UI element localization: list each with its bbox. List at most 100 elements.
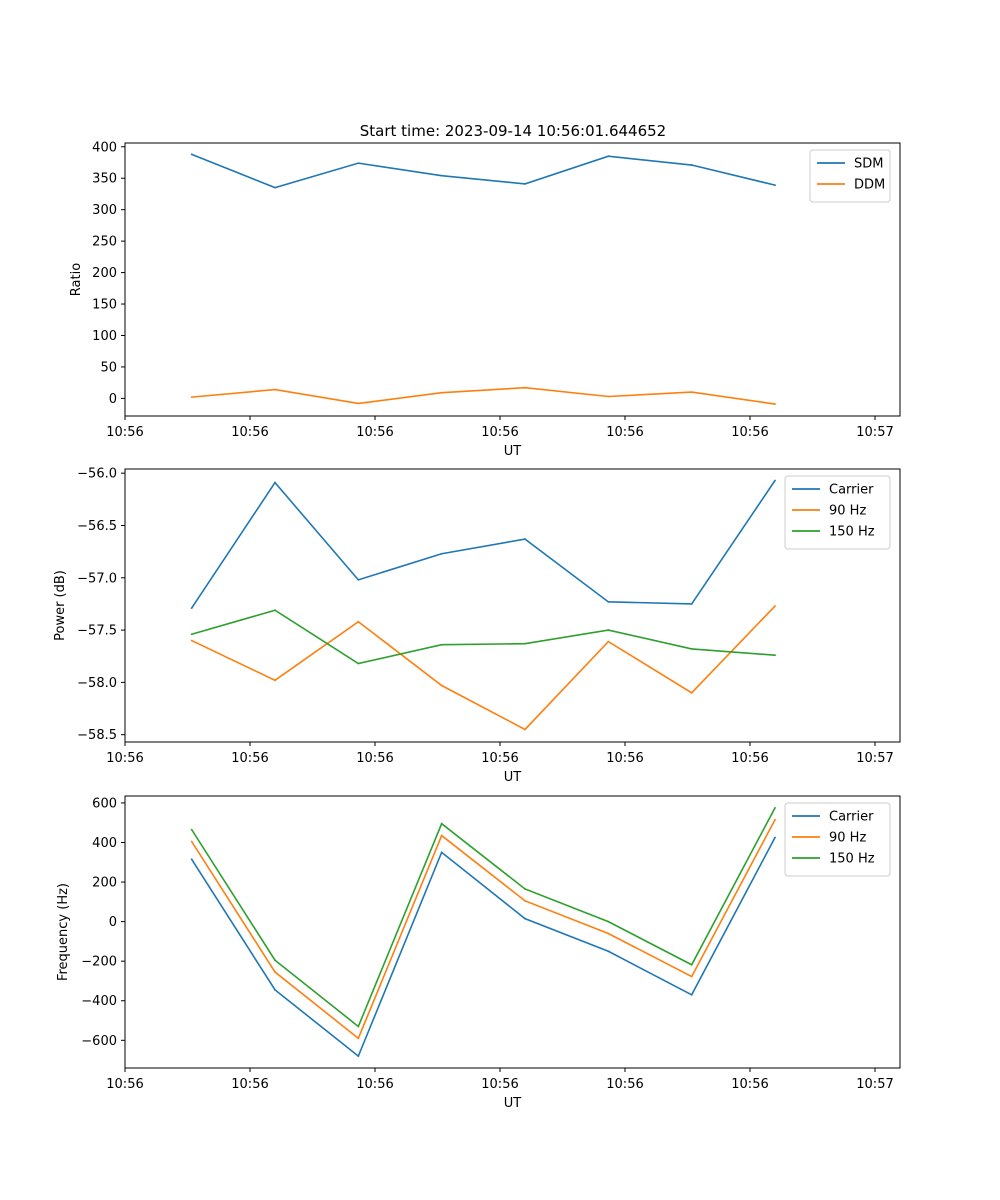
- data-point: [274, 959, 276, 962]
- x-axis-label: UT: [504, 770, 522, 785]
- x-tick-label: 10:56: [481, 425, 518, 440]
- legend-label: 150 Hz: [829, 852, 875, 867]
- data-point: [357, 1037, 360, 1040]
- x-tick-label: 10:56: [606, 1077, 643, 1092]
- legend-label: 150 Hz: [829, 525, 875, 540]
- x-tick-label: 10:56: [731, 751, 768, 766]
- y-tick-label: −58.0: [77, 676, 117, 691]
- data-point: [524, 888, 526, 890]
- y-tick-label: 200: [92, 876, 117, 891]
- x-axis-label: UT: [504, 444, 522, 459]
- data-point: [690, 391, 693, 393]
- legend-label: DDM: [854, 178, 885, 193]
- data-point: [357, 402, 360, 405]
- y-tick-label: 0: [109, 915, 117, 930]
- data-point: [607, 155, 610, 158]
- data-point: [690, 603, 693, 605]
- y-tick-label: 300: [92, 203, 117, 218]
- chart-title: Start time: 2023-09-14 10:56:01.644652: [360, 122, 666, 140]
- data-point: [524, 728, 526, 731]
- data-point: [274, 388, 276, 391]
- data-point: [607, 950, 610, 953]
- data-point: [440, 174, 443, 177]
- x-tick-label: 10:56: [356, 425, 393, 440]
- x-tick-label: 10:57: [856, 751, 893, 766]
- data-point: [190, 633, 193, 636]
- data-point: [357, 1025, 360, 1028]
- legend-label: SDM: [854, 157, 883, 172]
- y-tick-label: 400: [92, 836, 117, 851]
- data-point: [440, 552, 443, 555]
- axes-frame: [124, 795, 901, 1069]
- y-axis-label: Ratio: [69, 263, 84, 296]
- series-line-ddm: [191, 386, 776, 405]
- series-line-150-hz: [190, 807, 776, 1028]
- data-point: [774, 605, 776, 607]
- x-tick-label: 10:56: [106, 751, 143, 766]
- legend-label: Carrier: [829, 810, 874, 825]
- series-line-90-hz: [190, 819, 776, 1040]
- data-point: [774, 479, 776, 482]
- x-tick-label: 10:56: [231, 751, 268, 766]
- x-tick-label: 10:56: [231, 425, 268, 440]
- x-axis-label: UT: [504, 1096, 522, 1111]
- data-point: [440, 822, 443, 825]
- data-point: [440, 684, 443, 687]
- y-tick-label: −400: [81, 994, 117, 1009]
- data-point: [607, 395, 610, 398]
- data-point: [190, 639, 193, 642]
- data-point: [440, 834, 443, 837]
- data-point: [357, 162, 360, 165]
- data-point: [190, 840, 193, 843]
- y-tick-label: −57.0: [77, 571, 117, 586]
- data-point: [524, 642, 526, 645]
- data-point: [190, 607, 193, 610]
- frequency-panel: 10:56 10:56 10:56 10:56 10:56 10:56 10:57 −600 −…: [56, 795, 901, 1111]
- data-point: [690, 164, 693, 166]
- power-panel: 10:56 10:56 10:56 10:56 10:56 10:56 10:57 −58.5…: [53, 467, 901, 785]
- x-tick-label: 10:56: [481, 1077, 518, 1092]
- data-point: [190, 858, 193, 861]
- x-tick-label: 10:56: [481, 751, 518, 766]
- data-point: [524, 182, 526, 185]
- data-point: [274, 609, 276, 612]
- series-line-150-hz: [191, 609, 776, 665]
- data-point: [690, 648, 693, 650]
- y-tick-label: 600: [92, 796, 117, 811]
- series-line-sdm: [191, 153, 776, 189]
- data-point: [524, 538, 526, 540]
- data-point: [607, 629, 610, 631]
- y-axis-label: Power (dB): [53, 570, 68, 641]
- y-tick-label: 100: [92, 329, 117, 344]
- y-tick-label: 250: [92, 235, 117, 250]
- data-point: [357, 662, 360, 665]
- x-tick-label: 10:56: [606, 751, 643, 766]
- data-point: [774, 403, 776, 405]
- y-axis-label: Frequency (Hz): [56, 883, 71, 981]
- y-tick-label: 350: [92, 172, 117, 187]
- y-tick-label: 200: [92, 266, 117, 281]
- data-point: [774, 836, 776, 839]
- y-tick-label: 0: [109, 392, 117, 407]
- data-point: [524, 917, 526, 920]
- data-point: [607, 920, 610, 923]
- data-point: [774, 806, 776, 809]
- x-tick-label: 10:57: [856, 425, 893, 440]
- data-point: [774, 818, 776, 821]
- data-point: [774, 654, 776, 657]
- data-point: [190, 396, 193, 399]
- legend-label: 90 Hz: [829, 504, 866, 519]
- x-tick-label: 10:56: [731, 425, 768, 440]
- x-tick-label: 10:56: [356, 751, 393, 766]
- y-tick-label: 400: [92, 140, 117, 155]
- data-point: [274, 988, 276, 991]
- data-point: [524, 899, 526, 902]
- data-point: [357, 578, 360, 581]
- axes-frame: [124, 142, 901, 417]
- data-point: [607, 600, 610, 603]
- data-point: [274, 971, 276, 973]
- y-tick-label: 150: [92, 298, 117, 313]
- data-point: [190, 153, 193, 156]
- ratio-panel: 10:56 10:56 10:56 10:56 10:56 10:56 10:57 0 50 10…: [69, 140, 901, 459]
